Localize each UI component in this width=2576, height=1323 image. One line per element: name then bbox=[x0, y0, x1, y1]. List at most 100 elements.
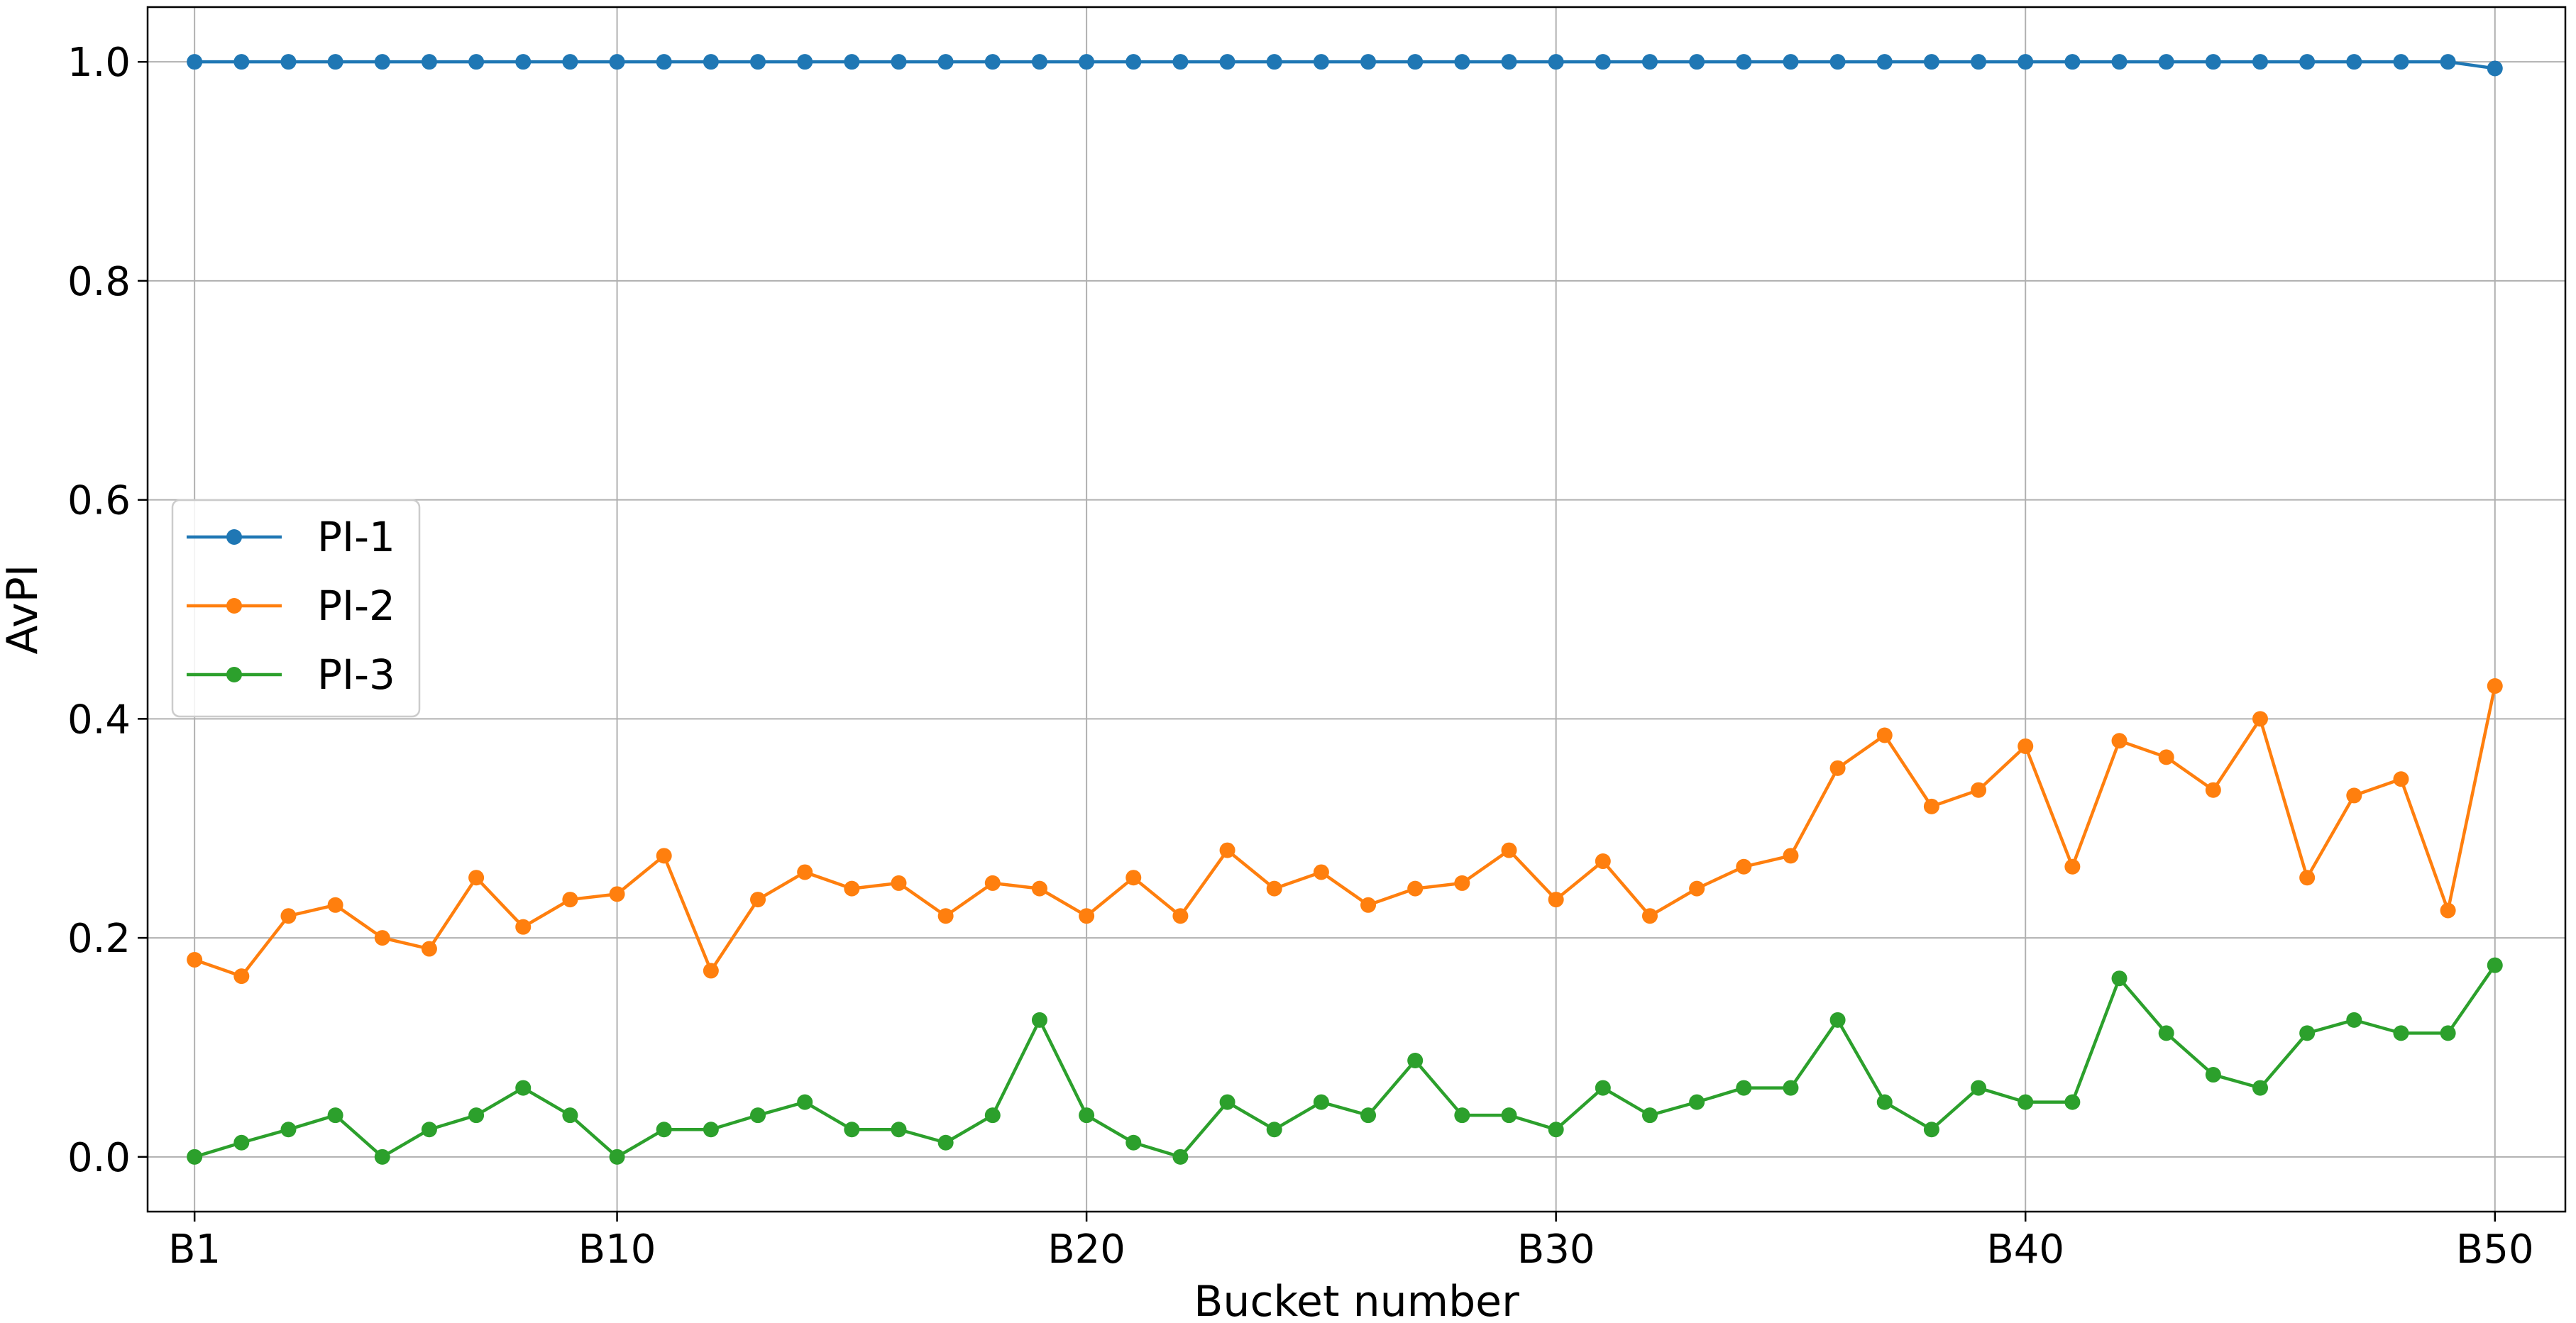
data-point bbox=[1689, 880, 1705, 897]
data-point bbox=[280, 908, 297, 924]
data-point bbox=[2205, 1067, 2221, 1083]
data-point bbox=[1266, 1122, 1282, 1138]
data-point bbox=[1501, 1107, 1517, 1124]
x-tick-label: B40 bbox=[1986, 1227, 2064, 1273]
y-tick-label: 0.4 bbox=[67, 697, 131, 743]
data-point bbox=[515, 54, 532, 70]
data-point bbox=[2205, 782, 2221, 798]
grid bbox=[148, 7, 2565, 1212]
data-point bbox=[1829, 54, 1846, 70]
data-point bbox=[984, 875, 1001, 891]
data-point bbox=[280, 54, 297, 70]
data-point bbox=[2440, 54, 2456, 70]
data-point bbox=[937, 54, 954, 70]
data-point bbox=[187, 951, 203, 968]
data-point bbox=[1172, 908, 1189, 924]
data-point bbox=[280, 1122, 297, 1138]
data-point bbox=[2346, 787, 2362, 804]
data-point bbox=[1313, 54, 1329, 70]
series-line-pi-1 bbox=[194, 60, 2496, 70]
series-line-pi-2 bbox=[194, 685, 2497, 978]
data-point bbox=[1172, 54, 1189, 70]
plot-frame bbox=[146, 6, 2567, 1213]
data-point bbox=[1548, 54, 1564, 70]
data-point bbox=[1501, 54, 1517, 70]
data-point bbox=[1923, 54, 1939, 70]
data-point bbox=[891, 875, 907, 891]
data-point bbox=[1360, 54, 1377, 70]
data-point bbox=[421, 1122, 437, 1138]
series-pi-1 bbox=[187, 54, 2503, 77]
data-point bbox=[1031, 1012, 1047, 1028]
data-point bbox=[374, 1148, 390, 1165]
legend-entry: PI-3 bbox=[187, 651, 395, 699]
data-point bbox=[797, 54, 813, 70]
data-point bbox=[2440, 1025, 2456, 1041]
data-point bbox=[1876, 1094, 1893, 1110]
data-point bbox=[1219, 1094, 1235, 1110]
data-point bbox=[2299, 1025, 2316, 1041]
data-point bbox=[562, 892, 578, 908]
legend-box bbox=[171, 499, 421, 718]
data-point bbox=[374, 54, 390, 70]
data-point bbox=[1971, 54, 1987, 70]
data-point bbox=[2064, 54, 2081, 70]
data-point bbox=[2252, 711, 2268, 727]
data-point bbox=[421, 54, 437, 70]
data-point bbox=[2018, 738, 2034, 754]
data-point bbox=[2064, 858, 2081, 875]
data-point bbox=[468, 870, 485, 886]
data-point bbox=[1125, 1134, 1142, 1151]
data-point bbox=[1595, 1080, 1611, 1096]
data-point bbox=[1079, 1107, 1095, 1124]
data-point bbox=[891, 1122, 907, 1138]
data-point bbox=[1689, 1094, 1705, 1110]
data-point bbox=[1829, 1012, 1846, 1028]
data-point bbox=[1125, 870, 1142, 886]
data-point bbox=[1501, 842, 1517, 858]
data-point bbox=[1079, 54, 1095, 70]
data-point bbox=[515, 1080, 532, 1096]
data-point bbox=[233, 968, 250, 985]
data-point bbox=[1172, 1148, 1189, 1165]
data-point bbox=[2487, 678, 2503, 694]
legend-entry: PI-2 bbox=[187, 582, 395, 630]
data-point bbox=[1219, 842, 1235, 858]
legend: PI-1 PI-2 PI-3 bbox=[171, 499, 421, 718]
data-point bbox=[2111, 970, 2128, 987]
data-point bbox=[750, 54, 766, 70]
data-point bbox=[1876, 54, 1893, 70]
data-point bbox=[609, 1148, 625, 1165]
ticks: B1 B10 B20 B30 B40 B50 0.0 0.2 0.4 0.6 0.8 1.0 bbox=[67, 40, 2534, 1273]
y-tick-label: 0.2 bbox=[67, 916, 131, 962]
data-point bbox=[2111, 54, 2128, 70]
data-point bbox=[844, 880, 860, 897]
legend-entry: PI-1 bbox=[187, 513, 395, 561]
data-point bbox=[233, 54, 250, 70]
data-point bbox=[421, 941, 437, 957]
x-tick-label: B1 bbox=[168, 1227, 221, 1273]
data-point bbox=[1548, 1122, 1564, 1138]
data-point bbox=[1407, 880, 1424, 897]
x-tick-label: B30 bbox=[1517, 1227, 1595, 1273]
data-point bbox=[1971, 1080, 1987, 1096]
data-point bbox=[844, 1122, 860, 1138]
data-point bbox=[562, 1107, 578, 1124]
x-tick-label: B50 bbox=[2456, 1227, 2534, 1273]
data-point bbox=[562, 54, 578, 70]
series-pi-3 bbox=[187, 957, 2503, 1165]
data-point bbox=[2299, 870, 2316, 886]
data-point bbox=[1595, 853, 1611, 870]
data-point bbox=[2158, 54, 2174, 70]
data-point bbox=[2252, 1080, 2268, 1096]
data-point bbox=[2346, 54, 2362, 70]
data-point bbox=[1360, 897, 1377, 913]
y-tick-label: 0.8 bbox=[67, 259, 131, 305]
data-point bbox=[1079, 908, 1095, 924]
data-point bbox=[2487, 60, 2503, 77]
data-point bbox=[468, 1107, 485, 1124]
data-point bbox=[1407, 54, 1424, 70]
data-point bbox=[2158, 1025, 2174, 1041]
